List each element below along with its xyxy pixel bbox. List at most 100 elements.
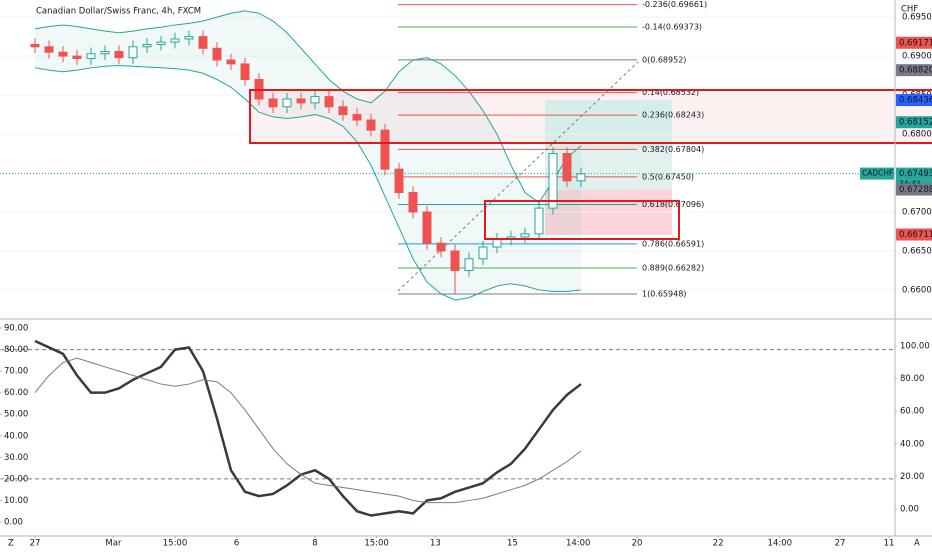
y-tick-label: 80.00	[4, 345, 28, 355]
fib-label: -0.236(0.69661)	[642, 0, 707, 9]
price-label-box	[896, 36, 932, 49]
y-tick-label: 70.00	[4, 367, 28, 377]
fib-label: 0.786(0.66591)	[642, 239, 704, 248]
fib-label: 0.236(0.68243)	[642, 111, 704, 120]
candle-body	[380, 129, 390, 170]
x-tick-label: 27	[835, 539, 846, 549]
x-tick-label: 14:00	[566, 539, 591, 549]
candle-body	[324, 96, 334, 108]
candle-body	[436, 242, 446, 252]
price-label-box	[896, 183, 932, 196]
candle-body	[58, 51, 68, 57]
symbol-label: CADCHF	[862, 169, 893, 178]
y-tick-label: 50.00	[4, 410, 28, 420]
price-label-box	[896, 228, 932, 241]
chart-title: Canadian Dollar/Swiss Franc, 4h, FXCM	[36, 7, 201, 17]
candle-body	[198, 36, 208, 49]
candle-body	[170, 38, 180, 43]
band-line	[34, 10, 582, 204]
x-tick-label: 13	[430, 539, 441, 549]
candle-body	[548, 153, 558, 209]
x-tick-label: 6	[234, 539, 239, 549]
y-tick-label: 30.00	[4, 453, 28, 463]
x-tick-label: 15	[507, 539, 518, 549]
symbol-box	[860, 167, 894, 180]
band-fill	[35, 10, 581, 301]
candle-body	[310, 96, 320, 104]
y2-tick-label: 100.00	[900, 341, 930, 351]
candle-body	[422, 211, 432, 244]
candle-body	[184, 36, 194, 40]
candle-body	[156, 41, 166, 45]
price-label: 0.68820	[899, 66, 932, 76]
fib-label: 0.5(0.67450)	[642, 172, 694, 181]
price-label-box	[896, 116, 932, 129]
x-tick-label: 15:00	[364, 539, 389, 549]
candle-body	[268, 98, 278, 108]
trend-line	[397, 61, 639, 292]
price-label: 0.68152	[899, 118, 932, 128]
y2-tick-label: 80.00	[900, 374, 924, 384]
candle-body	[464, 258, 474, 271]
candle-body	[72, 55, 82, 59]
price-label-box	[896, 167, 932, 180]
candle-body	[212, 47, 222, 61]
candle-body	[114, 50, 124, 59]
y-tick-label: 60.00	[4, 388, 28, 398]
y-axis-label: CHF	[901, 5, 918, 15]
oscillator-line	[34, 357, 582, 504]
y-tick-label: 0.69500	[902, 13, 932, 23]
candle-body	[226, 59, 236, 65]
fib-label: 0(0.68952)	[642, 55, 686, 64]
target-zone	[545, 100, 672, 148]
candle-body	[240, 63, 250, 81]
x-tick-label: 15:00	[163, 539, 188, 549]
x-tick-label: 8	[312, 539, 317, 549]
price-label: 0.67493	[899, 169, 932, 179]
plot-layer: -0.236(0.69661) -0.14(0.69373) 0(0.68952) 0…	[0, 0, 895, 517]
candle-body	[478, 246, 488, 260]
button[interactable]: Z	[8, 539, 14, 549]
candle-body	[282, 98, 292, 108]
candle-body	[86, 53, 96, 59]
fib-label: 0.14(0.68532)	[642, 88, 699, 97]
candle-body	[576, 173, 586, 182]
fib-label: 0.382(0.67804)	[642, 145, 704, 154]
support-box	[484, 200, 680, 240]
price-label: 0.66711	[899, 230, 932, 240]
oscillator-line	[34, 339, 582, 517]
x-tick-label: 11	[884, 539, 895, 549]
price-label-box	[896, 64, 932, 77]
y-tick-label: 90.00	[4, 324, 28, 334]
band-line	[34, 64, 582, 301]
x-tick-label: 20	[632, 539, 643, 549]
button[interactable]: A	[914, 539, 920, 549]
candle-body	[338, 106, 348, 116]
candle-body	[394, 168, 404, 194]
candle-body	[30, 43, 40, 48]
y2-tick-label: 40.00	[900, 439, 924, 449]
fib-label: -0.14(0.69373)	[642, 23, 702, 32]
candle-body	[366, 119, 376, 131]
candle-body	[492, 238, 502, 248]
y2-tick-label: 0.00	[900, 504, 919, 514]
y-tick-label: 0.00	[4, 517, 23, 527]
y2-tick-label: 20.00	[900, 472, 924, 482]
candle-body	[450, 250, 460, 271]
fib-label: 1(0.65948)	[642, 289, 686, 298]
y2-tick-label: 60.00	[900, 407, 924, 417]
candle-body	[44, 46, 54, 53]
y-tick-label: 10.00	[4, 496, 28, 506]
candle-body	[100, 50, 110, 55]
price-label: 0.68436	[899, 96, 932, 106]
price-label-box	[896, 94, 932, 107]
resistance-box	[249, 89, 932, 144]
fib-label: 0.618(0.67096)	[642, 200, 704, 209]
candle-body	[142, 43, 152, 48]
